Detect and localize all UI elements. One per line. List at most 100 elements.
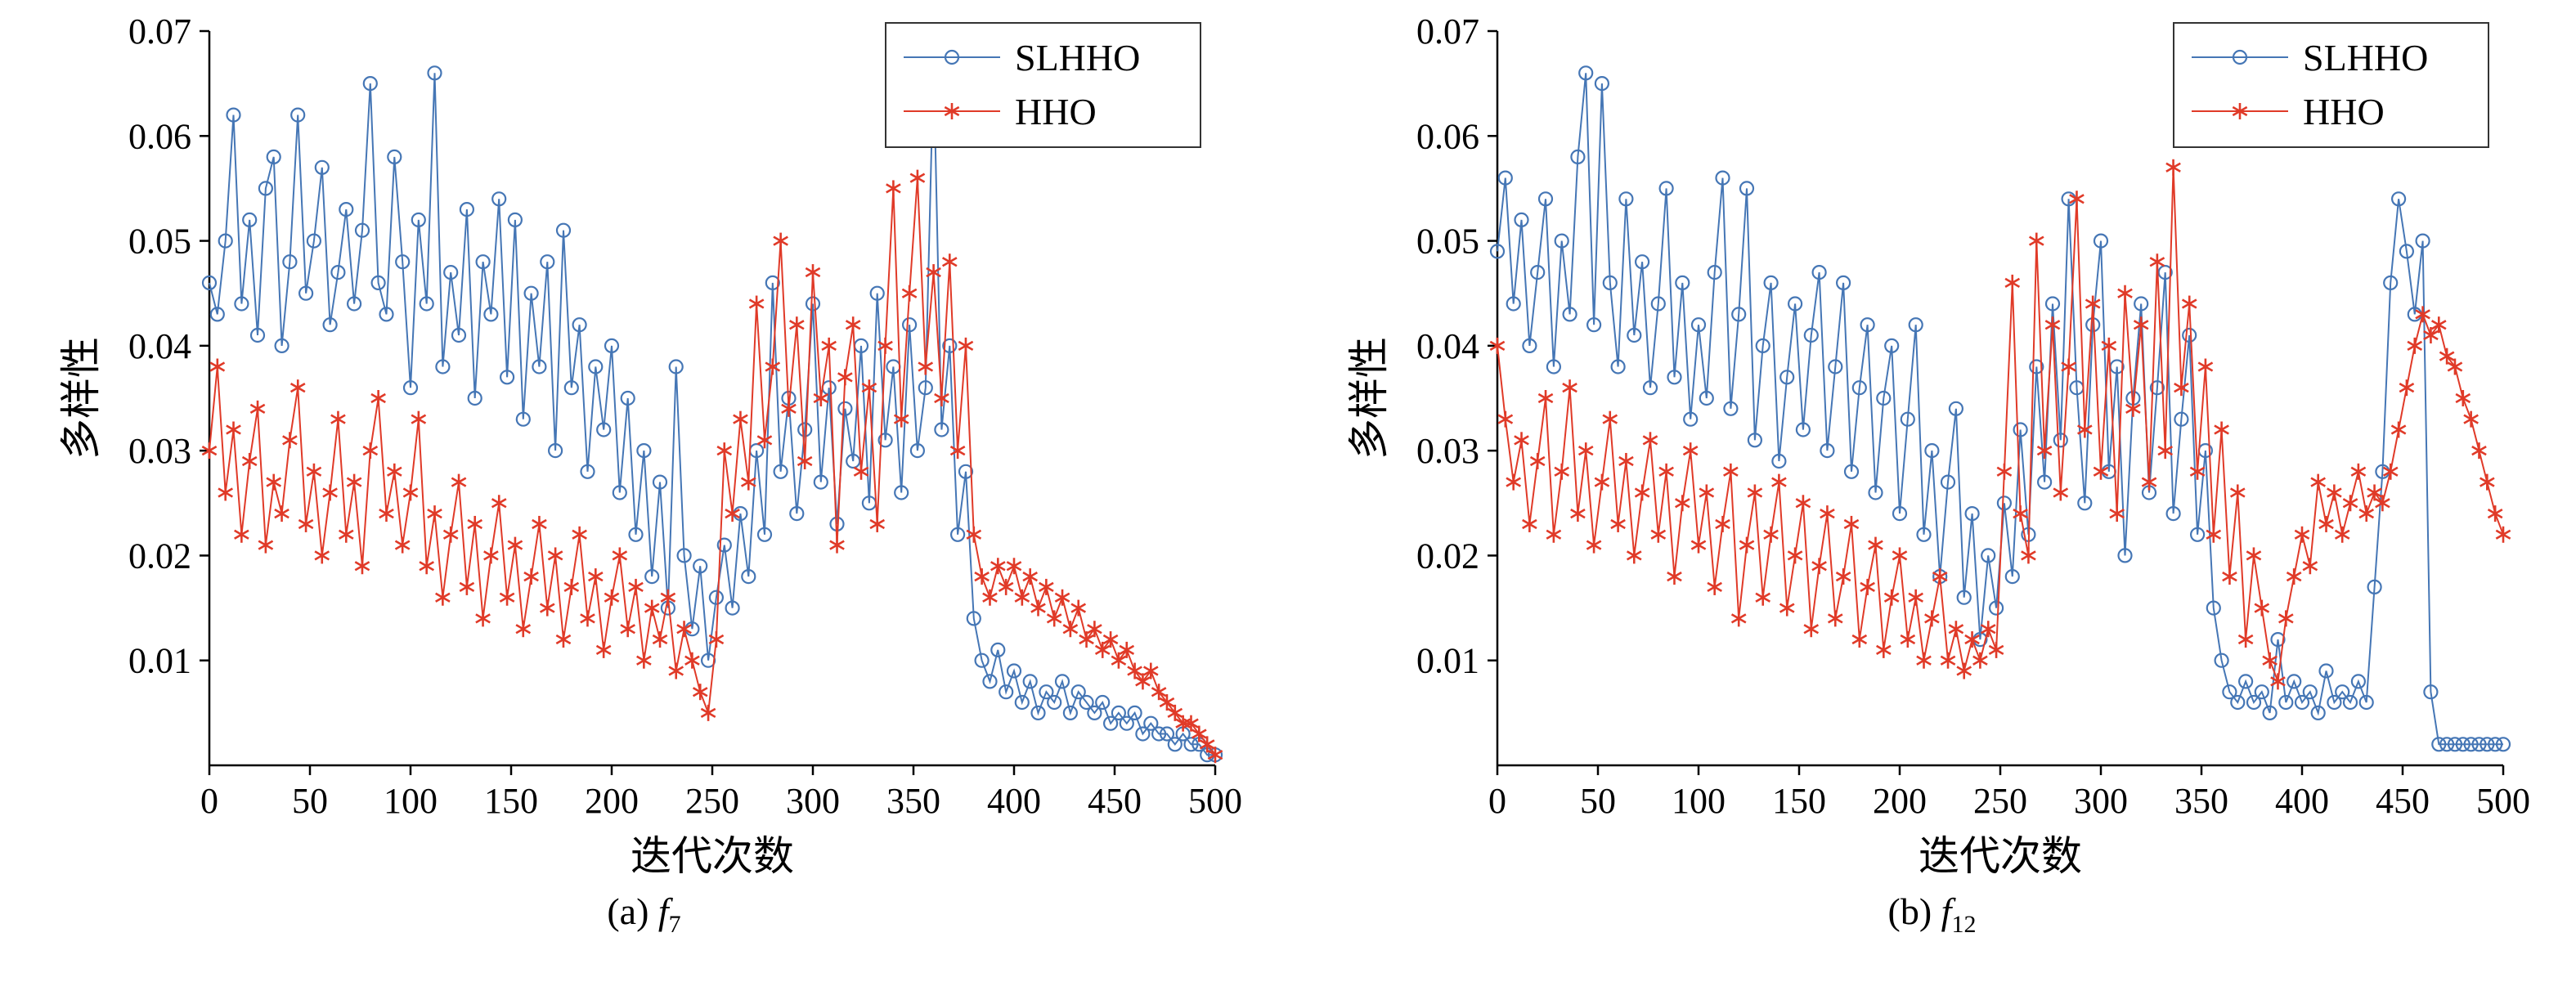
asterisk-marker — [2028, 235, 2044, 246]
asterisk-marker — [1602, 414, 1618, 424]
circle-marker — [2471, 737, 2487, 752]
x-tick-label: 200 — [585, 781, 639, 821]
circle-marker — [1683, 411, 1699, 427]
circle-marker — [773, 464, 788, 479]
circle-marker — [2149, 380, 2165, 396]
asterisk-marker — [926, 267, 941, 278]
asterisk-marker — [676, 624, 692, 635]
asterisk-marker — [1514, 435, 1529, 446]
asterisk-marker — [893, 414, 909, 424]
asterisk-marker — [306, 466, 322, 477]
asterisk-marker — [660, 592, 676, 603]
asterisk-marker — [789, 320, 805, 330]
x-tick-label: 350 — [886, 781, 940, 821]
asterisk-marker — [2310, 477, 2326, 487]
legend: SLHHO HHO — [885, 22, 1201, 148]
asterisk-marker — [2214, 424, 2229, 435]
circle-marker — [1650, 296, 1666, 312]
circle-marker — [596, 422, 612, 437]
asterisk-marker — [2133, 320, 2149, 330]
circle-marker — [1996, 496, 2013, 511]
caption-a-function: f — [657, 890, 669, 932]
chart-panel-b: 0 50 100 150 200 250 300 350 400 450 500 0.01 0.02 0.… — [1288, 0, 2576, 1000]
circle-marker — [2246, 694, 2262, 711]
circle-marker — [347, 296, 362, 312]
asterisk-marker — [1135, 676, 1151, 687]
asterisk-marker — [2480, 477, 2495, 487]
circle-marker — [1779, 370, 1795, 385]
asterisk-marker — [241, 455, 258, 467]
asterisk-marker — [1675, 498, 1690, 509]
circle-marker — [990, 642, 1006, 658]
chart-a-canvas: 0 50 100 150 200 250 300 350 400 450 500 0.01 0.02 0.… — [58, 11, 1242, 879]
asterisk-marker — [346, 477, 362, 487]
asterisk-marker — [773, 235, 788, 246]
asterisk-marker — [1883, 592, 1900, 603]
x-axis-label: 迭代次数 — [1919, 833, 2082, 879]
circle-marker — [2117, 548, 2133, 563]
asterisk-marker — [2044, 320, 2061, 330]
circle-marker — [443, 265, 459, 280]
circle-marker — [1699, 390, 1714, 406]
asterisk-marker — [1014, 592, 1030, 603]
asterisk-marker — [756, 435, 773, 446]
circle-marker — [2383, 275, 2399, 290]
circle-marker — [1635, 254, 1650, 270]
asterisk-marker — [845, 320, 861, 330]
circle-marker — [2342, 694, 2358, 711]
asterisk-marker — [1046, 613, 1062, 624]
circle-marker — [2480, 737, 2495, 752]
asterisk-marker — [1787, 550, 1803, 561]
asterisk-marker — [483, 550, 499, 561]
circle-marker — [2237, 674, 2254, 689]
circle-marker — [555, 222, 572, 238]
asterisk-marker — [1940, 655, 1956, 666]
asterisk-marker — [1876, 644, 1892, 656]
circle-marker — [2327, 694, 2342, 711]
asterisk-marker — [442, 529, 459, 540]
asterisk-marker — [1087, 624, 1102, 635]
circle-marker — [1851, 380, 1867, 396]
x-tick-label: 50 — [1580, 781, 1616, 821]
asterisk-marker — [1843, 518, 1860, 530]
caption-a: (a) f7 — [0, 890, 1288, 939]
circle-marker — [1537, 191, 1554, 207]
circle-marker — [1030, 705, 1046, 721]
circle-marker — [1062, 705, 1079, 721]
y-tick-label: 0.06 — [1416, 116, 1479, 156]
asterisk-marker — [1771, 477, 1787, 487]
asterisk-marker — [1996, 466, 2013, 477]
circle-marker — [942, 338, 958, 353]
asterisk-marker — [2358, 508, 2375, 519]
asterisk-marker — [427, 508, 442, 519]
circle-marker — [1497, 170, 1513, 186]
asterisk-marker — [1586, 540, 1602, 550]
circle-marker — [1948, 401, 1964, 416]
asterisk-marker — [944, 105, 960, 117]
asterisk-marker — [499, 592, 515, 603]
asterisk-marker — [966, 529, 982, 540]
asterisk-marker — [580, 613, 595, 624]
asterisk-marker — [1506, 477, 1521, 487]
asterisk-marker — [692, 687, 708, 697]
circle-marker — [451, 327, 467, 343]
chart-b-canvas: 0 50 100 150 200 250 300 350 400 450 500 0.01 0.02 0.… — [1346, 11, 2530, 879]
asterisk-marker — [289, 383, 306, 393]
asterisk-marker — [539, 603, 555, 613]
circle-marker — [2036, 474, 2053, 490]
asterisk-marker — [298, 518, 314, 530]
asterisk-marker — [588, 571, 604, 582]
circle-marker — [218, 233, 233, 249]
circle-marker — [1795, 422, 1811, 437]
legend-circle-marker — [2232, 49, 2248, 65]
asterisk-marker — [2189, 466, 2206, 477]
asterisk-marker — [2375, 498, 2390, 509]
circle-marker — [1940, 474, 1956, 490]
circle-marker — [2447, 737, 2463, 752]
circle-marker — [1167, 737, 1183, 752]
circle-marker — [2399, 244, 2415, 259]
circle-marker — [805, 296, 821, 312]
circle-marker — [974, 652, 990, 668]
circle-marker — [435, 359, 451, 374]
